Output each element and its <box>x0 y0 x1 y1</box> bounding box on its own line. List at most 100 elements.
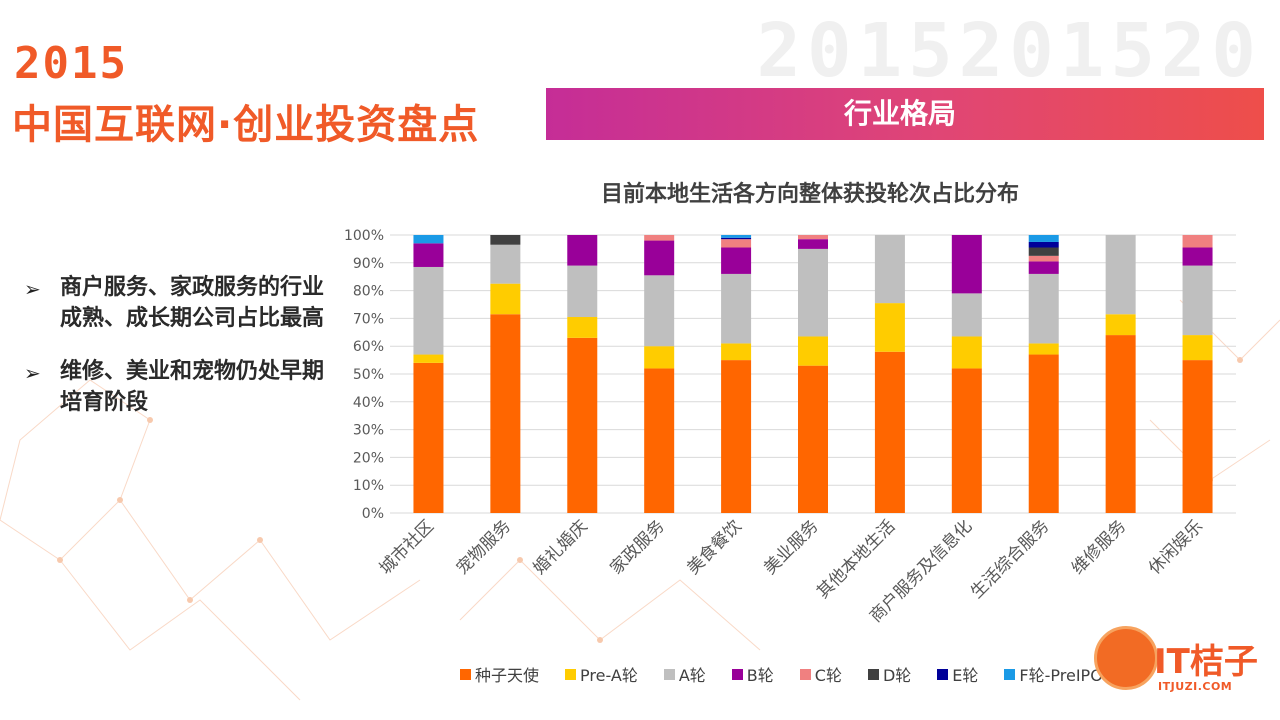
legend-label: B轮 <box>746 666 774 685</box>
section-banner <box>546 88 1264 140</box>
bar-segment <box>644 235 675 241</box>
legend-label: A轮 <box>678 666 706 685</box>
header-year: 2015 <box>14 38 128 89</box>
y-tick-label: 20% <box>353 450 384 466</box>
y-tick-label: 70% <box>353 311 384 327</box>
legend-item: F轮-PreIPO <box>1004 662 1103 686</box>
logo-url: ITJUZI.COM <box>1158 680 1233 693</box>
x-tick-label: 美业服务 <box>760 516 822 578</box>
bar-segment <box>644 240 675 276</box>
legend-label: F轮-PreIPO <box>1019 666 1103 685</box>
bar-segment <box>490 244 521 284</box>
bullet-text: 维修、美业和宠物仍处早期培育阶段 <box>60 359 325 415</box>
bar-segment <box>798 336 828 366</box>
bar-segment <box>951 235 982 294</box>
legend-item: D轮 <box>867 662 912 686</box>
bar-segment <box>1028 235 1059 242</box>
y-tick-label: 50% <box>353 367 384 383</box>
bar-segment <box>874 303 905 352</box>
bar-segment <box>490 283 521 315</box>
bar-segment <box>951 368 982 513</box>
bar-segment <box>1028 343 1059 355</box>
y-tick-label: 100% <box>344 228 384 244</box>
bar-segment <box>567 317 598 338</box>
bar-segment <box>721 237 752 240</box>
bar-segment <box>490 314 521 513</box>
bar-segment <box>721 273 752 344</box>
bar-segment <box>1182 235 1213 248</box>
legend-swatch <box>460 668 471 680</box>
bar-segment <box>1182 360 1213 513</box>
bar-segment <box>1028 241 1059 248</box>
bar-segment <box>1028 261 1059 274</box>
bullet-item: ➢ 维修、美业和宠物仍处早期培育阶段 <box>24 356 344 418</box>
bar-segment <box>413 354 444 363</box>
bar-segment <box>721 239 752 248</box>
bar-segment <box>721 235 752 238</box>
section-banner-title: 行业格局 <box>843 97 956 130</box>
bar-segment <box>1182 265 1213 336</box>
bar-segment <box>1182 335 1213 361</box>
bar-segment <box>644 368 675 513</box>
legend-item: Pre-A轮 <box>565 662 638 686</box>
bar-segment <box>721 360 752 513</box>
bullet-item: ➢ 商户服务、家政服务的行业成熟、成长期公司占比最高 <box>24 272 344 334</box>
y-tick-label: 60% <box>353 339 384 355</box>
bar-segment <box>567 337 598 513</box>
bar-segment <box>874 351 905 513</box>
bar-segment <box>567 235 598 266</box>
x-tick-label: 美食餐饮 <box>683 516 745 578</box>
bar-segment <box>1105 335 1136 513</box>
legend-label: E轮 <box>952 666 979 685</box>
bar-segment <box>1028 247 1059 256</box>
bar-segment <box>798 248 828 337</box>
legend-item: C轮 <box>799 662 842 686</box>
legend-label: 种子天使 <box>475 666 540 685</box>
bullet-text: 商户服务、家政服务的行业成熟、成长期公司占比最高 <box>60 275 325 331</box>
legend-swatch <box>799 668 811 680</box>
y-tick-label: 10% <box>353 478 384 494</box>
bar-segment <box>413 235 444 244</box>
bar-segment <box>644 275 675 347</box>
y-tick-label: 90% <box>353 256 384 272</box>
bullet-arrow-icon: ➢ <box>24 277 41 301</box>
bar-segment <box>413 243 444 267</box>
x-tick-label: 休闲娱乐 <box>1145 516 1207 578</box>
y-tick-label: 30% <box>353 423 384 439</box>
bar-segment <box>413 362 444 513</box>
x-tick-label: 家政服务 <box>606 516 668 578</box>
bar-segment <box>798 365 828 513</box>
page-title: 中国互联网·创业投资盘点 <box>12 102 480 148</box>
legend-label: D轮 <box>882 666 912 685</box>
legend-swatch <box>565 668 577 680</box>
bar-segment <box>413 266 444 355</box>
bar-segment <box>1182 247 1213 266</box>
bar-segment <box>951 336 982 369</box>
bar-segment <box>951 293 982 337</box>
legend-label: C轮 <box>814 666 842 685</box>
bar-segment <box>721 343 752 361</box>
bar-segment <box>644 346 675 369</box>
x-tick-label: 城市社区 <box>376 516 438 578</box>
legend-swatch <box>663 668 675 680</box>
bullet-list: ➢ 商户服务、家政服务的行业成熟、成长期公司占比最高 ➢ 维修、美业和宠物仍处早… <box>24 272 344 440</box>
bar-segment <box>874 235 905 304</box>
legend-item: A轮 <box>663 662 706 686</box>
legend-item: B轮 <box>731 662 774 686</box>
y-tick-label: 0% <box>362 506 384 522</box>
bar-segment <box>490 235 521 245</box>
x-tick-label: 生活综合服务 <box>967 516 1053 602</box>
legend-swatch <box>867 668 879 680</box>
legend-swatch <box>731 668 743 680</box>
legend-item: 种子天使 <box>460 662 539 686</box>
bar-segment <box>567 265 598 318</box>
bar-segment <box>1105 314 1136 336</box>
x-tick-label: 宠物服务 <box>453 516 515 578</box>
legend-item: E轮 <box>937 662 978 686</box>
chart-legend: 种子天使 Pre-A轮 A轮 B轮 C轮 D轮 E轮 F轮-PreIPO <box>460 662 1103 686</box>
x-tick-label: 维修服务 <box>1068 516 1130 578</box>
background-watermark: 2015201520 <box>756 8 1262 94</box>
legend-swatch <box>937 668 949 680</box>
itjuzi-logo: IT桔子 ITJUZI.COM <box>1094 622 1266 714</box>
